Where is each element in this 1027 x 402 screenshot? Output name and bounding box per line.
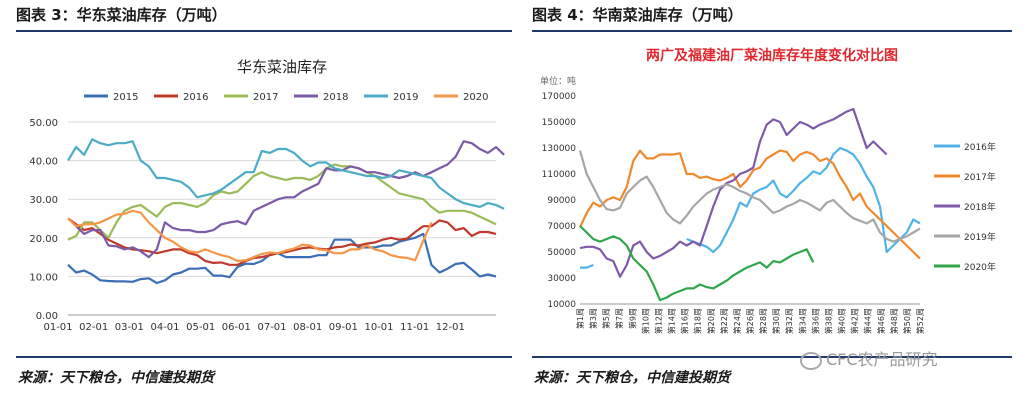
y-tick-label: 50.00	[29, 118, 58, 129]
x-tick-label: 第5周	[601, 308, 611, 329]
y-tick-label: 110000	[542, 170, 577, 180]
y-tick-label: 90000	[547, 196, 576, 206]
x-tick-label: 第14周	[667, 308, 677, 334]
x-tick-label: 第42周	[850, 308, 860, 334]
series-line-2019年	[578, 150, 921, 243]
series-line-2017年	[579, 149, 921, 260]
y-tick-label: 130000	[542, 144, 577, 154]
east-china-stock-chart: 华东菜油库存 2015 2016 2017 2018 2019 2020 0.00 10.00 2…	[29, 58, 505, 333]
y-tick-label: 50000	[547, 248, 576, 258]
x-tick-label: 06-01	[222, 322, 251, 333]
x-tick-label: 第16周	[680, 308, 690, 334]
x-tick-label: 第40周	[837, 308, 847, 334]
wechat-icon	[800, 351, 822, 370]
x-tick-label: 第52周	[915, 308, 925, 334]
legend-label-2017年: 2017年	[964, 171, 996, 183]
y-tick-label: 30000	[547, 274, 576, 284]
x-tick-label: 第20周	[706, 308, 716, 334]
x-tick-label: 第26周	[745, 308, 755, 334]
x-tick-label: 01-01	[43, 322, 72, 333]
series-line-2018	[75, 140, 505, 259]
right-top-rule	[532, 30, 1012, 32]
y-tick-label: 150000	[542, 118, 577, 128]
x-tick-label: 第10周	[640, 308, 650, 334]
left-source-note: 来源：天下粮仓，中信建投期货	[18, 370, 214, 386]
y-tick-label: 20.00	[29, 234, 58, 245]
y-tick-label: 0.00	[36, 311, 58, 322]
x-tick-label: 第44周	[863, 308, 873, 334]
y-tick-label: 30.00	[29, 195, 58, 206]
series-line-2019	[67, 138, 505, 210]
series-line-2017	[67, 163, 497, 241]
x-tick-label: 03-01	[115, 322, 144, 333]
x-tick-label: 第30周	[771, 308, 781, 334]
y-tick-label: 70000	[547, 222, 576, 232]
legend-label-2020年: 2020年	[964, 261, 996, 273]
legend-label-2016: 2016	[183, 92, 208, 103]
right-source-note: 来源：天下粮仓，中信建投期货	[534, 370, 730, 386]
x-tick-label: 第38周	[823, 308, 833, 334]
legend-label-2017: 2017	[253, 92, 278, 103]
x-tick-label: 第18周	[693, 308, 703, 334]
x-tick-label: 第3周	[588, 308, 598, 329]
y-tick-label: 170000	[542, 92, 577, 102]
x-tick-label: 02-01	[79, 322, 108, 333]
left-top-rule	[16, 30, 512, 32]
legend-label-2019年: 2019年	[964, 231, 996, 243]
watermark-text: CFC农产品研究	[826, 350, 938, 369]
x-tick-label: 第22周	[719, 308, 729, 334]
x-tick-label: 05-01	[186, 322, 215, 333]
series-line-2016年	[580, 146, 921, 269]
legend-label-2016年: 2016年	[964, 141, 996, 153]
x-tick-label: 10-01	[364, 322, 393, 333]
x-tick-label: 第1周	[575, 308, 585, 329]
x-tick-label: 第12周	[653, 308, 663, 334]
series-line-2020	[67, 209, 433, 263]
x-tick-label: 第24周	[732, 308, 742, 334]
legend-label-2019: 2019	[393, 92, 418, 103]
legend-label-2018: 2018	[323, 92, 348, 103]
x-tick-label: 第32周	[784, 308, 794, 334]
chart-title: 华东菜油库存	[237, 58, 327, 76]
x-tick-label: 第28周	[758, 308, 768, 334]
x-tick-label: 第46周	[876, 308, 886, 334]
y-tick-label: 10000	[547, 300, 576, 310]
legend-label-2015: 2015	[113, 92, 138, 103]
x-tick-label: 第34周	[797, 308, 807, 334]
right-panel-header: 图表 4：华南菜油库存（万吨）	[532, 6, 743, 24]
x-tick-label: 07-01	[257, 322, 286, 333]
y-tick-label: 40.00	[29, 157, 58, 168]
series-line-2015	[67, 232, 497, 285]
unit-label: 单位：吨	[540, 75, 576, 87]
x-tick-label: 12-01	[436, 322, 465, 333]
series-line-2016	[67, 217, 497, 266]
legend-label-2018年: 2018年	[964, 201, 996, 213]
x-tick-label: 第48周	[889, 308, 899, 334]
left-bottom-rule	[16, 356, 512, 358]
right-bottom-rule	[532, 356, 1012, 358]
x-tick-label: 第7周	[614, 308, 624, 329]
left-panel-header: 图表 3：华东菜油库存（万吨）	[16, 6, 227, 24]
legend-label-2020: 2020	[463, 92, 488, 103]
series-line-2020年	[579, 225, 815, 302]
x-tick-label: 11-01	[400, 322, 429, 333]
x-tick-label: 第50周	[902, 308, 912, 334]
chart-title: 两广及福建油厂菜油库存年度变化对比图	[646, 47, 898, 64]
x-tick-label: 04-01	[150, 322, 179, 333]
y-tick-label: 10.00	[29, 272, 58, 283]
x-tick-label: 09-01	[329, 322, 358, 333]
x-tick-label: 第9周	[627, 308, 637, 329]
x-tick-label: 第36周	[810, 308, 820, 334]
x-tick-label: 08-01	[293, 322, 322, 333]
watermark: CFC农产品研究	[800, 346, 938, 370]
